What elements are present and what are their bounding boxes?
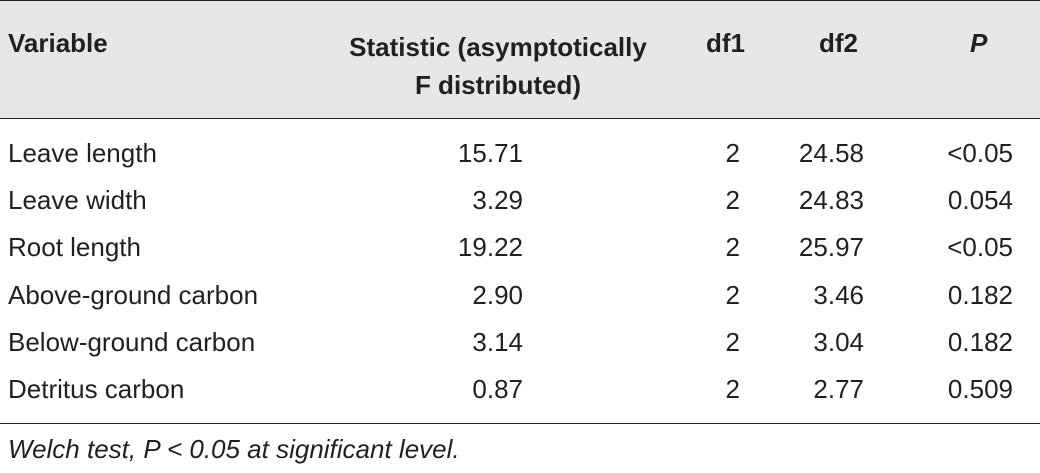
cell-p: 0.182 xyxy=(947,280,1013,310)
cell-df2: 3.46 xyxy=(813,280,864,310)
header-df1: df1 xyxy=(706,28,745,58)
cell-statistic: 2.90 xyxy=(472,280,523,310)
table-header-rule xyxy=(0,118,1040,119)
cell-df1: 2 xyxy=(725,185,740,215)
cell-df2: 24.83 xyxy=(798,185,864,215)
header-statistic-line2: F distributed) xyxy=(414,70,582,100)
cell-df2: 24.58 xyxy=(798,138,864,168)
cell-statistic: 3.14 xyxy=(472,327,523,357)
header-variable: Variable xyxy=(8,28,108,58)
table-row: Leave width 3.29 2 24.83 0.054 xyxy=(0,177,1040,224)
table-row: Detritus carbon 0.87 2 2.77 0.509 xyxy=(0,366,1040,413)
cell-df1: 2 xyxy=(725,374,740,404)
cell-variable: Below-ground carbon xyxy=(8,327,256,357)
header-df2: df2 xyxy=(819,28,858,58)
cell-variable: Detritus carbon xyxy=(8,374,185,404)
table-row: Root length 19.22 2 25.97 <0.05 xyxy=(0,224,1040,271)
header-statistic: Statistic (asymptotically F distributed) xyxy=(330,28,666,104)
table-footnote: Welch test, P < 0.05 at significant leve… xyxy=(8,434,460,464)
table-header-background xyxy=(0,0,1040,118)
table-row: Below-ground carbon 3.14 2 3.04 0.182 xyxy=(0,319,1040,366)
cell-df1: 2 xyxy=(725,327,740,357)
cell-df2: 25.97 xyxy=(798,232,864,262)
cell-df2: 3.04 xyxy=(813,327,864,357)
table-bottom-rule xyxy=(0,423,1040,424)
cell-variable: Leave width xyxy=(8,185,147,215)
cell-variable: Above-ground carbon xyxy=(8,280,259,310)
cell-p: <0.05 xyxy=(947,232,1013,262)
cell-p: <0.05 xyxy=(947,138,1013,168)
header-p: P xyxy=(970,28,988,58)
cell-p: 0.509 xyxy=(947,374,1013,404)
table-row: Leave length 15.71 2 24.58 <0.05 xyxy=(0,130,1040,177)
cell-variable: Leave length xyxy=(8,138,157,168)
cell-statistic: 15.71 xyxy=(457,138,523,168)
cell-p: 0.054 xyxy=(947,185,1013,215)
cell-df1: 2 xyxy=(725,138,740,168)
cell-variable: Root length xyxy=(8,232,141,262)
cell-statistic: 3.29 xyxy=(472,185,523,215)
cell-p: 0.182 xyxy=(947,327,1013,357)
cell-statistic: 0.87 xyxy=(472,374,523,404)
cell-df1: 2 xyxy=(725,232,740,262)
table-top-rule xyxy=(0,0,1040,1)
cell-statistic: 19.22 xyxy=(457,232,523,262)
cell-df2: 2.77 xyxy=(813,374,864,404)
cell-df1: 2 xyxy=(725,280,740,310)
table-row: Above-ground carbon 2.90 2 3.46 0.182 xyxy=(0,272,1040,319)
header-statistic-line1: Statistic (asymptotically xyxy=(349,32,647,62)
